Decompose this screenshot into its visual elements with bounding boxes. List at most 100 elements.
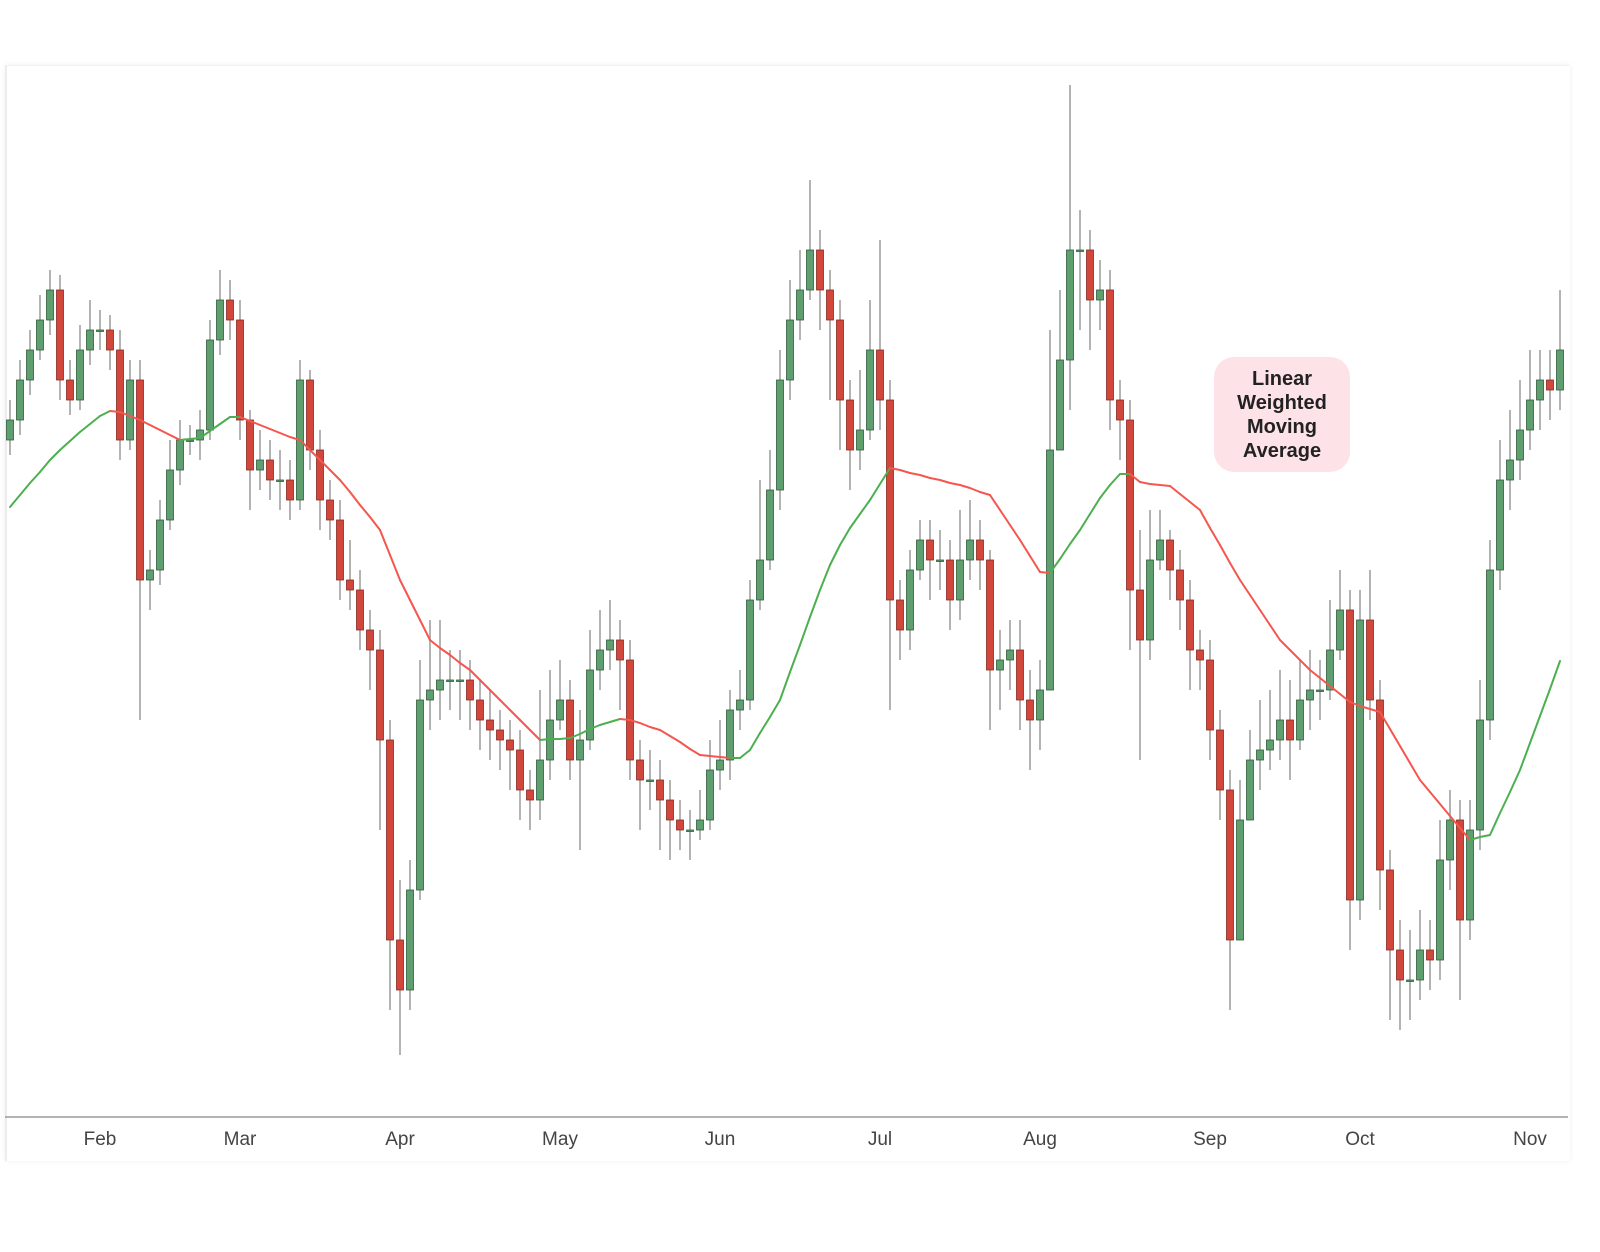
- candle-body: [136, 379, 144, 581]
- moving-average-segment: [649, 726, 661, 731]
- moving-average-segment: [59, 440, 71, 451]
- moving-average-segment: [659, 729, 671, 737]
- moving-average-segment: [1169, 485, 1181, 495]
- moving-average-segment: [1209, 527, 1221, 546]
- candle-body: [346, 579, 354, 591]
- moving-average-segment: [249, 420, 261, 426]
- candle-body: [1126, 419, 1134, 591]
- candle-body: [896, 599, 904, 631]
- moving-average-segment: [779, 671, 791, 701]
- moving-average-segment: [69, 431, 81, 442]
- chart-panel: [5, 65, 1570, 1161]
- moving-average-segment: [459, 662, 471, 671]
- moving-average-segment: [1229, 562, 1241, 581]
- moving-average-segment: [1409, 762, 1421, 781]
- moving-average-segment: [219, 416, 231, 425]
- moving-average-segment: [1299, 659, 1311, 671]
- candle-body: [756, 559, 764, 601]
- candle-body: [1086, 249, 1094, 301]
- candle-body: [1206, 659, 1214, 731]
- moving-average-segment: [629, 719, 641, 724]
- candle-body: [536, 759, 544, 801]
- candle-body: [326, 499, 334, 521]
- moving-average-segment: [1379, 711, 1391, 730]
- candle-body: [1356, 619, 1364, 901]
- moving-average-segment: [1439, 803, 1451, 817]
- candle-body: [356, 589, 364, 631]
- moving-average-segment: [749, 732, 761, 751]
- moving-average-segment: [939, 479, 951, 484]
- candle-body: [96, 329, 104, 332]
- moving-average-segment: [759, 716, 771, 734]
- candle-body: [86, 329, 94, 351]
- moving-average-segment: [479, 679, 491, 691]
- candle-body: [816, 249, 824, 291]
- candle-body: [1426, 949, 1434, 961]
- candle-body: [416, 699, 424, 891]
- moving-average-segment: [599, 721, 611, 726]
- x-tick-label: Oct: [1345, 1129, 1375, 1150]
- moving-average-segment: [889, 467, 901, 471]
- moving-average-segment: [429, 639, 441, 649]
- candle-body: [706, 769, 714, 821]
- candle-body: [1166, 539, 1174, 571]
- candle-body: [656, 779, 664, 801]
- candle-body: [426, 689, 434, 701]
- candle-body: [746, 599, 754, 701]
- candle-body: [886, 399, 894, 601]
- candle-body: [1326, 649, 1334, 691]
- candle-body: [1336, 609, 1344, 651]
- moving-average-segment: [1199, 509, 1211, 529]
- candle-body: [556, 699, 564, 721]
- moving-average-segment: [1239, 579, 1251, 596]
- candle-body: [1016, 649, 1024, 701]
- moving-average-segment: [369, 516, 381, 531]
- candle-body: [1246, 759, 1254, 821]
- candle-body: [166, 469, 174, 521]
- moving-average-segment: [1369, 708, 1381, 713]
- candle-body: [306, 379, 314, 451]
- candle-body: [516, 749, 524, 791]
- moving-average-segment: [239, 416, 251, 422]
- candle-body: [176, 439, 184, 471]
- candle-body: [1056, 359, 1064, 451]
- candle-body: [1186, 599, 1194, 651]
- candle-body: [1486, 569, 1494, 721]
- moving-average-segment: [1359, 705, 1371, 710]
- moving-average-segment: [859, 499, 871, 515]
- candle-body: [1146, 559, 1154, 641]
- candle-body: [586, 669, 594, 741]
- x-tick-label: Apr: [385, 1129, 415, 1150]
- candle-body: [456, 679, 464, 682]
- candle-body: [1006, 649, 1014, 661]
- moving-average-segment: [1469, 836, 1481, 841]
- candle-body: [866, 349, 874, 431]
- moving-average-segment: [79, 423, 91, 433]
- moving-average-segment: [539, 738, 551, 741]
- candle-body: [846, 399, 854, 451]
- moving-average-segment: [39, 459, 51, 473]
- moving-average-segment: [269, 428, 281, 434]
- moving-average-segment: [509, 709, 521, 721]
- candle-body: [1346, 609, 1354, 901]
- candle-body: [1536, 379, 1544, 401]
- candle-body: [1026, 699, 1034, 721]
- moving-average-segment: [169, 434, 181, 441]
- candle-body: [316, 449, 324, 501]
- candle-body: [1116, 399, 1124, 421]
- candle-body: [406, 889, 414, 991]
- moving-average-segment: [809, 589, 821, 618]
- moving-average-segment: [1219, 544, 1231, 564]
- candle-body: [276, 479, 284, 482]
- moving-average-segment: [119, 411, 131, 417]
- moving-average-segment: [439, 647, 451, 656]
- moving-average-segment: [19, 482, 31, 496]
- moving-average-segment: [679, 741, 691, 750]
- moving-average-segment: [769, 699, 781, 718]
- moving-average-segment: [1419, 779, 1431, 793]
- moving-average-segment: [789, 644, 801, 673]
- moving-average-segment: [499, 699, 511, 711]
- moving-average-segment: [1339, 693, 1351, 703]
- moving-average-segment: [449, 654, 461, 664]
- moving-average-segment: [1459, 827, 1471, 841]
